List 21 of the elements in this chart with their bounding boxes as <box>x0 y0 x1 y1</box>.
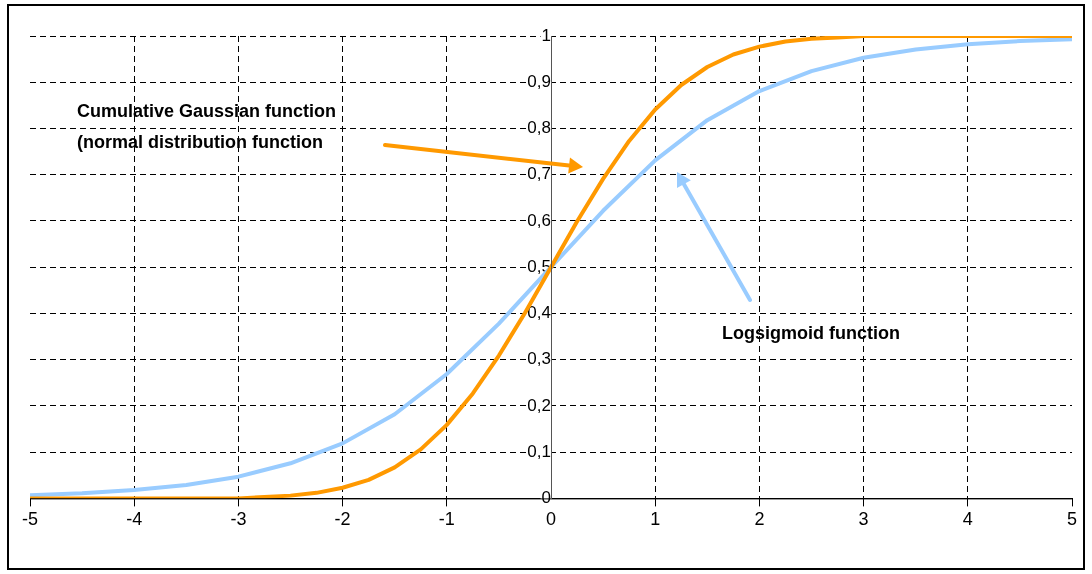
x-tick-label: -5 <box>21 509 39 530</box>
y-tick-label: 0,6 <box>527 210 551 230</box>
x-tick-label: 1 <box>650 509 661 530</box>
y-tick-label: 0,8 <box>527 118 551 138</box>
y-tick-label: 0,4 <box>527 303 551 323</box>
x-tick-label: -2 <box>334 509 351 530</box>
y-tick-label: 1 <box>541 25 551 45</box>
x-tick-label: 4 <box>962 509 973 530</box>
x-tick-label: 2 <box>754 509 765 530</box>
x-tick-label: 5 <box>1066 509 1078 530</box>
x-tick-label: -4 <box>126 509 143 530</box>
annotation: Logsigmoid function <box>722 322 901 345</box>
y-tick-label: 0,3 <box>527 349 551 369</box>
annotation: Cumulative Gaussian function (normal distribution function <box>77 100 338 154</box>
x-tick-label: 3 <box>858 509 869 530</box>
y-tick-label: 0,1 <box>527 441 551 461</box>
y-tick-label: 0,9 <box>527 71 551 91</box>
x-tick-label: -3 <box>230 509 247 530</box>
y-tick-label: 0,7 <box>527 164 551 184</box>
x-tick-label: -1 <box>438 509 455 530</box>
y-tick-label: 0,2 <box>527 395 551 415</box>
